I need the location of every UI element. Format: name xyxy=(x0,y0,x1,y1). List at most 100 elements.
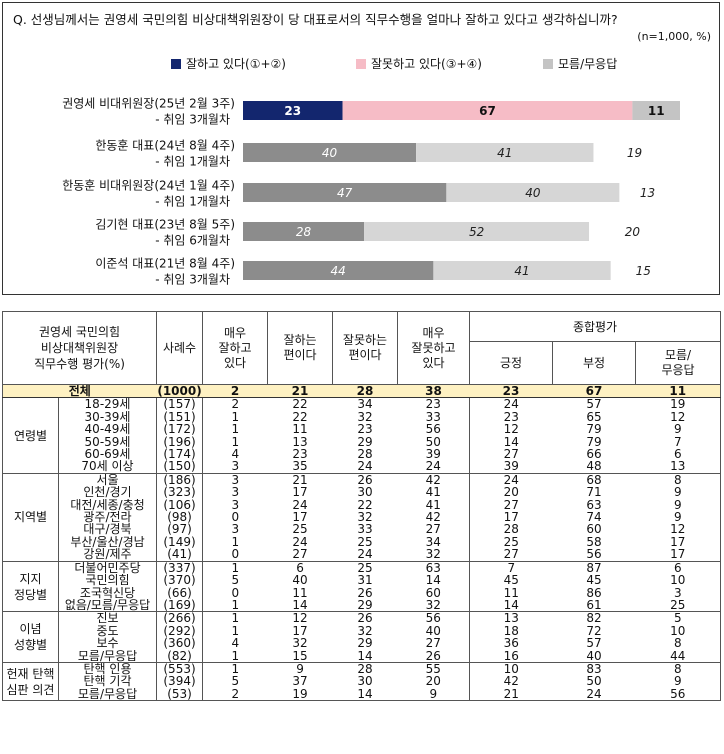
question-text: Q. 선생님께서는 권영세 국민의힘 비상대책위원장이 당 대표로서의 직무수행… xyxy=(13,12,618,27)
row-label: 없음/모름/무응답 xyxy=(58,598,157,613)
table-row: 강원/제주 (41) 0 27 24 32 27 56 17 xyxy=(3,548,722,562)
cell-value: 8 xyxy=(635,473,722,487)
category-sublabel: - 취임 3개월차 xyxy=(155,113,230,127)
cell-value: 19 xyxy=(267,687,333,702)
cell-value: 23 xyxy=(357,423,373,436)
cell-value: 24 xyxy=(397,460,470,474)
header-line: 있다 xyxy=(223,355,247,370)
cell-value: 3 xyxy=(202,460,268,474)
cell-value: 9 xyxy=(635,423,722,436)
cell-value: 26 xyxy=(357,473,373,487)
cell-value: 23 xyxy=(469,410,553,424)
cell-value: 33 xyxy=(425,410,441,424)
cell-value: 20 xyxy=(425,675,441,688)
cell-value: 7 xyxy=(469,561,553,575)
cell-value: 1 xyxy=(202,435,268,449)
category-sublabel: - 취임 3개월차 xyxy=(155,273,230,287)
cell-value: 34 xyxy=(357,397,373,411)
cell-value: 24 xyxy=(552,687,636,702)
table-row: 지역별 서울 (186) 3 21 26 42 24 68 8 xyxy=(2,472,722,562)
cell-value: 22 xyxy=(292,397,308,411)
cell-value: 65 xyxy=(586,410,602,424)
cell-cases: (98) xyxy=(156,511,203,524)
table-row-total: 전체 (1000) 2 21 28 38 23 67 11 xyxy=(1,383,722,399)
cell-value: 8 xyxy=(635,637,722,650)
cell-value: 41 xyxy=(425,498,441,512)
cell-value: 44 xyxy=(635,649,722,663)
row-label: 탄핵 인용 xyxy=(83,662,132,676)
cell-value: 32 xyxy=(357,624,373,638)
row-label: 40-49세 xyxy=(84,423,131,436)
category-label: 한동훈 비대위원장(24년 1월 4주) xyxy=(62,179,235,193)
cell-value: 2 xyxy=(202,397,268,411)
cell-value: 24 xyxy=(292,498,308,512)
row-label: 모름/무응답 xyxy=(58,687,157,702)
cell-value: 22 xyxy=(292,410,308,424)
cell-value: 58 xyxy=(586,535,602,549)
cell-value: 27 xyxy=(425,523,441,536)
header-line: 매우 xyxy=(223,325,247,340)
cell-value: 25 xyxy=(357,535,373,549)
result-table: 권영세 국민의힘 비상대책위원장 직무수행 평가(%) 사례수 매우 잘하고 있… xyxy=(1,311,722,702)
cell-value: 87 xyxy=(586,561,602,575)
cell-value: 37 xyxy=(292,675,308,688)
cell-value: 5 xyxy=(202,675,268,688)
cell-value: 66 xyxy=(586,448,602,461)
cell-value: 13 xyxy=(635,460,722,474)
cell-cases: (360) xyxy=(156,637,203,650)
bar-segment xyxy=(416,143,594,162)
cell-value: 17 xyxy=(292,486,308,499)
cell-value: 9 xyxy=(635,498,722,512)
cell-value: 14 xyxy=(469,598,553,613)
cell-value: 50 xyxy=(586,675,602,688)
cell-cases: (337) xyxy=(156,561,203,575)
cell-value: 3 xyxy=(202,523,268,536)
cell-value: 25 xyxy=(357,561,373,575)
header-negative: 부정 xyxy=(552,341,637,385)
cell-value: 42 xyxy=(469,675,553,688)
cell-value: 57 xyxy=(586,397,602,411)
cell-value: 42 xyxy=(425,511,441,524)
cell-value: 21 xyxy=(292,473,308,487)
cell-value: 68 xyxy=(586,473,602,487)
cell-value: 26 xyxy=(397,649,470,663)
bar-segment xyxy=(619,183,676,202)
cell-value: 63 xyxy=(425,561,441,575)
data-label: 13 xyxy=(640,186,655,200)
cell-value: 25 xyxy=(469,535,553,549)
cell-value: 27 xyxy=(425,637,441,650)
row-label: 중도 xyxy=(96,624,119,638)
legend-item-bad: 잘못하고 있다(③+④) xyxy=(356,55,482,72)
cell-value: 29 xyxy=(357,435,373,449)
table-row: 중도 (292) 1 17 32 40 18 72 10 xyxy=(3,624,722,638)
data-label: 41 xyxy=(497,146,512,160)
group-label: 지역별 xyxy=(2,472,59,562)
cell-value: 35 xyxy=(267,460,333,474)
header-line: 있다 xyxy=(422,355,445,370)
row-label: 인천/경기 xyxy=(83,486,132,499)
cell-value: 1 xyxy=(202,423,268,436)
legend-item-dk: 모름/무응답 xyxy=(543,55,617,72)
cell-value: 27 xyxy=(469,448,553,461)
cell-cases: (323) xyxy=(156,486,203,499)
row-label: 조국혁신당 xyxy=(79,586,136,599)
cell-value: 14 xyxy=(425,574,441,587)
cell-cases: (53) xyxy=(156,687,203,702)
legend-label-good: 잘하고 있다(①+②) xyxy=(186,57,286,71)
cell-cases: (149) xyxy=(156,535,203,549)
cell-cases: (394) xyxy=(156,675,203,688)
cell-value: 56 xyxy=(425,423,441,436)
bar-segment xyxy=(446,183,620,202)
cell-value: 32 xyxy=(397,598,470,613)
legend-item-good: 잘하고 있다(①+②) xyxy=(171,55,286,72)
cell-value: 40 xyxy=(425,624,441,638)
cell-value: 1 xyxy=(202,535,268,549)
header-very-bad: 매우 잘못하고 있다 xyxy=(397,311,471,385)
cell-value: 32 xyxy=(397,548,470,562)
group-label-line: 헌재 탄핵 xyxy=(6,666,55,681)
stacked-bar-chart: 권영세 비대위원장(25년 2월 3주) - 취임 3개월차 23 67 11 한동훈 대… xyxy=(62,97,680,287)
cell-value: 8 xyxy=(635,662,722,676)
header-line: 모름/ xyxy=(664,348,692,362)
row-label-total: 전체 xyxy=(1,383,157,399)
cell-value: 82 xyxy=(586,611,602,625)
